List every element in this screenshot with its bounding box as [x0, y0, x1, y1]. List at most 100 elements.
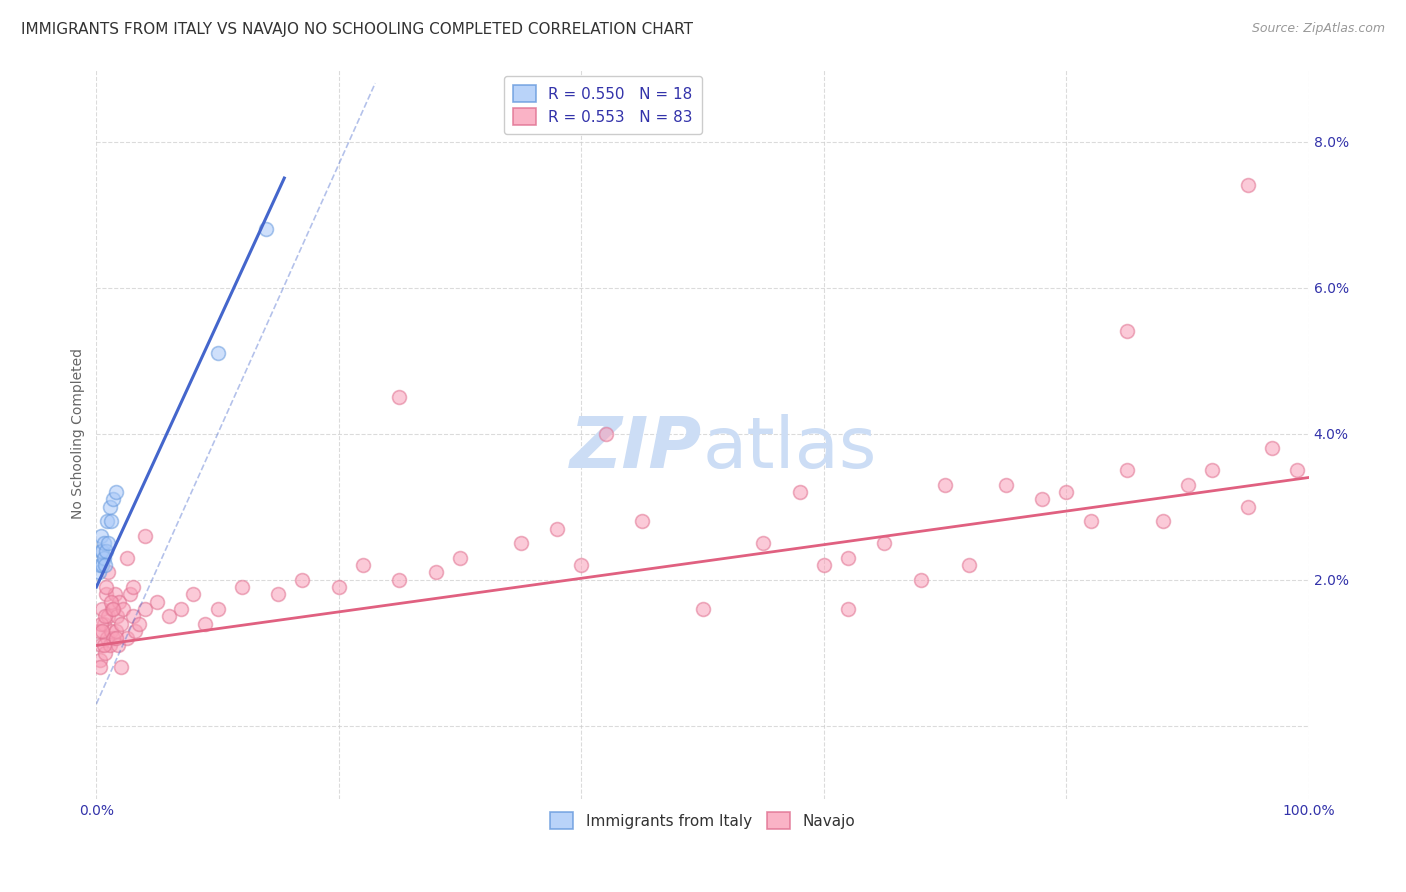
- Point: [94, 558, 117, 573]
- Point: [87, 566, 110, 580]
- Point: [328, 580, 350, 594]
- Point: [631, 514, 654, 528]
- Y-axis label: No Schooling Completed: No Schooling Completed: [72, 348, 86, 519]
- Point: [96, 631, 118, 645]
- Point: [352, 558, 374, 573]
- Point: [87, 624, 110, 638]
- Point: [207, 602, 229, 616]
- Point: [93, 616, 115, 631]
- Point: [1177, 477, 1199, 491]
- Point: [207, 346, 229, 360]
- Point: [98, 639, 121, 653]
- Point: [128, 616, 150, 631]
- Point: [94, 587, 117, 601]
- Point: [254, 222, 277, 236]
- Point: [89, 660, 111, 674]
- Point: [837, 602, 859, 616]
- Point: [124, 624, 146, 638]
- Point: [388, 573, 411, 587]
- Point: [752, 536, 775, 550]
- Point: [1116, 463, 1139, 477]
- Point: [449, 550, 471, 565]
- Point: [89, 558, 111, 573]
- Point: [934, 477, 956, 491]
- Point: [90, 529, 112, 543]
- Point: [1054, 485, 1077, 500]
- Point: [595, 426, 617, 441]
- Point: [837, 550, 859, 565]
- Point: [100, 624, 122, 638]
- Point: [112, 602, 135, 616]
- Point: [120, 587, 142, 601]
- Point: [1237, 178, 1260, 193]
- Point: [97, 609, 120, 624]
- Point: [873, 536, 896, 550]
- Point: [103, 602, 125, 616]
- Point: [103, 631, 125, 645]
- Point: [569, 558, 592, 573]
- Point: [97, 566, 120, 580]
- Point: [91, 602, 114, 616]
- Point: [994, 477, 1017, 491]
- Point: [183, 587, 205, 601]
- Point: [157, 609, 180, 624]
- Text: ZIP: ZIP: [571, 414, 703, 483]
- Legend: Immigrants from Italy, Navajo: Immigrants from Italy, Navajo: [544, 806, 860, 835]
- Point: [101, 602, 124, 616]
- Point: [509, 536, 531, 550]
- Point: [93, 550, 115, 565]
- Point: [96, 514, 118, 528]
- Point: [115, 550, 138, 565]
- Point: [94, 646, 117, 660]
- Point: [90, 639, 112, 653]
- Point: [107, 639, 129, 653]
- Point: [94, 609, 117, 624]
- Text: Source: ZipAtlas.com: Source: ZipAtlas.com: [1251, 22, 1385, 36]
- Point: [789, 485, 811, 500]
- Point: [89, 653, 111, 667]
- Point: [110, 660, 132, 674]
- Point: [910, 573, 932, 587]
- Point: [1261, 442, 1284, 456]
- Point: [98, 500, 121, 514]
- Point: [108, 594, 131, 608]
- Point: [97, 536, 120, 550]
- Point: [90, 543, 112, 558]
- Point: [104, 631, 127, 645]
- Point: [1116, 325, 1139, 339]
- Point: [105, 609, 128, 624]
- Point: [194, 616, 217, 631]
- Point: [104, 624, 127, 638]
- Point: [115, 631, 138, 645]
- Point: [692, 602, 714, 616]
- Point: [121, 609, 143, 624]
- Point: [425, 566, 447, 580]
- Point: [134, 529, 156, 543]
- Point: [957, 558, 980, 573]
- Point: [1152, 514, 1174, 528]
- Point: [134, 602, 156, 616]
- Point: [546, 522, 568, 536]
- Text: atlas: atlas: [703, 414, 877, 483]
- Point: [103, 587, 125, 601]
- Point: [1201, 463, 1223, 477]
- Point: [90, 616, 112, 631]
- Point: [94, 580, 117, 594]
- Point: [121, 580, 143, 594]
- Point: [1080, 514, 1102, 528]
- Point: [1285, 463, 1308, 477]
- Point: [94, 543, 117, 558]
- Point: [110, 616, 132, 631]
- Point: [813, 558, 835, 573]
- Point: [170, 602, 193, 616]
- Point: [93, 639, 115, 653]
- Point: [91, 558, 114, 573]
- Point: [388, 390, 411, 404]
- Point: [1031, 492, 1053, 507]
- Point: [100, 514, 122, 528]
- Point: [93, 536, 115, 550]
- Point: [100, 594, 122, 608]
- Text: IMMIGRANTS FROM ITALY VS NAVAJO NO SCHOOLING COMPLETED CORRELATION CHART: IMMIGRANTS FROM ITALY VS NAVAJO NO SCHOO…: [21, 22, 693, 37]
- Point: [291, 573, 314, 587]
- Point: [267, 587, 290, 601]
